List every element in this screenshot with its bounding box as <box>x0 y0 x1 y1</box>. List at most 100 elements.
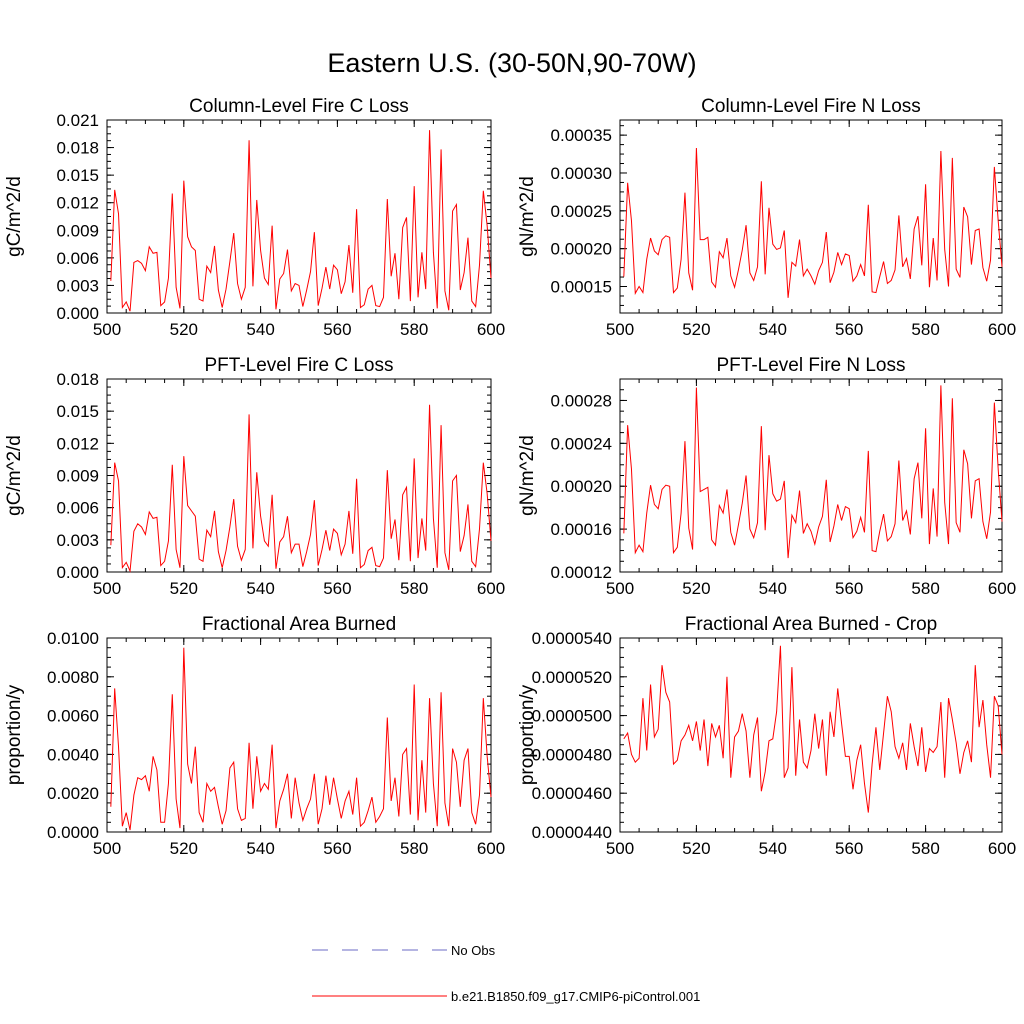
panel-5: 500 520 540 560 580 600 0.0000 0.0020 0.0040 0.00… <box>4 614 505 858</box>
panel-4: 500 520 540 560 580 600 0.00012 0.00016 0.00020 0… <box>517 355 1016 598</box>
panel-6-xtick-label: 560 <box>835 839 863 858</box>
panel-3-frame <box>106 378 492 573</box>
panel-6-ytick-label: 0.0000440 <box>532 823 612 842</box>
panel-2-xtick-label: 520 <box>682 320 710 339</box>
panel-4-xtick-label: 600 <box>988 579 1016 598</box>
panel-1-xtick-label: 560 <box>323 320 351 339</box>
panel-6-title: Fractional Area Burned - Crop <box>685 614 937 635</box>
panel-3-xtick-label: 580 <box>400 579 428 598</box>
panel-1-ytick-label: 0.015 <box>56 166 99 185</box>
panel-2-ytick-label: 0.00035 <box>551 126 612 145</box>
panel-1-series-line <box>110 130 492 312</box>
panel-5-ytick-label: 0.0040 <box>47 745 99 764</box>
panel-2-ytick-label: 0.00015 <box>551 278 612 297</box>
panel-5-ytick-label: 0.0080 <box>47 668 99 687</box>
panel-6-series-line <box>623 645 1003 813</box>
panel-1-ytick-label: 0.018 <box>56 139 99 158</box>
panel-5-title: Fractional Area Burned <box>202 614 396 635</box>
panel-3-title: PFT-Level Fire C Loss <box>205 355 394 376</box>
panel-1-ytick-label: 0.012 <box>56 194 99 213</box>
panel-4-ytick-label: 0.00028 <box>551 391 612 410</box>
panel-3-ytick-label: 0.009 <box>56 467 99 486</box>
panel-1-ytick-label: 0.009 <box>56 221 99 240</box>
panel-6-ytick-label: 0.0000500 <box>532 707 612 726</box>
panel-4-xtick-label: 540 <box>759 579 787 598</box>
panel-4-title: PFT-Level Fire N Loss <box>717 355 906 376</box>
panel-3-xtick-label: 540 <box>246 579 274 598</box>
panel-3: 500 520 540 560 580 600 0.000 0.003 0.006 0.009 0.… <box>4 355 505 598</box>
panel-1-xtick-label: 540 <box>246 320 274 339</box>
panel-3-xtick-label: 560 <box>323 579 351 598</box>
panel-2-xtick-label: 600 <box>988 320 1016 339</box>
panel-4-ytick-label: 0.00016 <box>551 520 612 539</box>
panel-5-xtick-label: 560 <box>323 839 351 858</box>
panel-2-ytick-label: 0.00025 <box>551 202 612 221</box>
panel-1-xtick-label: 500 <box>93 320 121 339</box>
panel-6-ytick-label: 0.0000520 <box>532 668 612 687</box>
panel-4-ytick-label: 0.00024 <box>551 434 612 453</box>
panel-5-ylabel: proportion/y <box>4 684 25 785</box>
panel-2-ylabel: gN/m^2/d <box>517 176 538 257</box>
panel-2-frame <box>619 119 1003 314</box>
panel-6-ylabel: proportion/y <box>517 684 538 785</box>
panel-5-ytick-label: 0.0000 <box>47 823 99 842</box>
panel-2-xtick-label: 500 <box>606 320 634 339</box>
panel-1-title: Column-Level Fire C Loss <box>189 96 409 117</box>
panel-1-xtick-label: 600 <box>477 320 505 339</box>
panel-2-xtick-label: 560 <box>835 320 863 339</box>
panel-3-ytick-label: 0.006 <box>56 499 99 518</box>
panel-4-ytick-label: 0.00012 <box>551 563 612 582</box>
panel-5-xtick-label: 500 <box>93 839 121 858</box>
panel-6-xtick-label: 520 <box>682 839 710 858</box>
panel-3-xtick-label: 500 <box>93 579 121 598</box>
panel-2: 500 520 540 560 580 600 0.00015 0.00020 0.00025 0… <box>517 96 1016 339</box>
panel-1-ylabel: gC/m^2/d <box>4 176 25 257</box>
panel-1-ytick-label: 0.000 <box>56 304 99 323</box>
panel-1-ytick-label: 0.006 <box>56 249 99 268</box>
legend: No Obs b.e21.B1850.f09_g17.CMIP6-piContro… <box>312 943 700 1004</box>
panels: 500 520 540 560 580 600 0.000 0.003 0.006 0.009 0.… <box>4 96 1016 858</box>
panel-3-ytick-label: 0.015 <box>56 402 99 421</box>
panel-5-ytick-label: 0.0020 <box>47 784 99 803</box>
panel-6-xtick-label: 540 <box>759 839 787 858</box>
panel-3-ytick-label: 0.018 <box>56 370 99 389</box>
panel-2-series-line <box>623 147 1003 298</box>
panel-4-series-line <box>623 385 1003 559</box>
panel-6-ytick-label: 0.0000460 <box>532 784 612 803</box>
panel-6-xtick-label: 580 <box>911 839 939 858</box>
panel-2-ytick-label: 0.00020 <box>551 240 612 259</box>
panel-5-series-line <box>110 647 492 831</box>
panel-1-ytick-label: 0.021 <box>56 111 99 130</box>
panel-3-ytick-label: 0.003 <box>56 531 99 550</box>
panel-5-xtick-label: 600 <box>477 839 505 858</box>
panel-4-xtick-label: 500 <box>606 579 634 598</box>
panel-6-xtick-label: 500 <box>606 839 634 858</box>
panel-3-series-line <box>110 404 492 573</box>
panel-1-frame <box>106 119 492 314</box>
panel-4-xtick-label: 560 <box>835 579 863 598</box>
panel-6-ytick-label: 0.0000480 <box>532 745 612 764</box>
panel-3-ylabel: gC/m^2/d <box>4 435 25 516</box>
panel-2-xtick-label: 580 <box>911 320 939 339</box>
panel-6-xtick-label: 600 <box>988 839 1016 858</box>
panel-4-xtick-label: 520 <box>682 579 710 598</box>
panel-1-ytick-label: 0.003 <box>56 276 99 295</box>
panel-1: 500 520 540 560 580 600 0.000 0.003 0.006 0.009 0.… <box>4 96 505 339</box>
panel-6: 500 520 540 560 580 600 0.0000440 0.0000460 0.00… <box>517 614 1016 858</box>
panel-6-ytick-label: 0.0000540 <box>532 629 612 648</box>
panel-4-ylabel: gN/m^2/d <box>517 435 538 516</box>
panel-3-ytick-label: 0.012 <box>56 434 99 453</box>
panel-3-xtick-label: 600 <box>477 579 505 598</box>
panel-4-ytick-label: 0.00020 <box>551 477 612 496</box>
figure-title: Eastern U.S. (30-50N,90-70W) <box>327 48 696 78</box>
panel-1-xtick-label: 580 <box>400 320 428 339</box>
panel-2-title: Column-Level Fire N Loss <box>701 96 921 117</box>
panel-5-ytick-label: 0.0060 <box>47 707 99 726</box>
panel-5-xtick-label: 540 <box>246 839 274 858</box>
panel-5-xtick-label: 580 <box>400 839 428 858</box>
panel-1-xtick-label: 520 <box>170 320 198 339</box>
panel-2-xtick-label: 540 <box>759 320 787 339</box>
panel-5-ytick-label: 0.0100 <box>47 629 99 648</box>
panel-5-xtick-label: 520 <box>170 839 198 858</box>
